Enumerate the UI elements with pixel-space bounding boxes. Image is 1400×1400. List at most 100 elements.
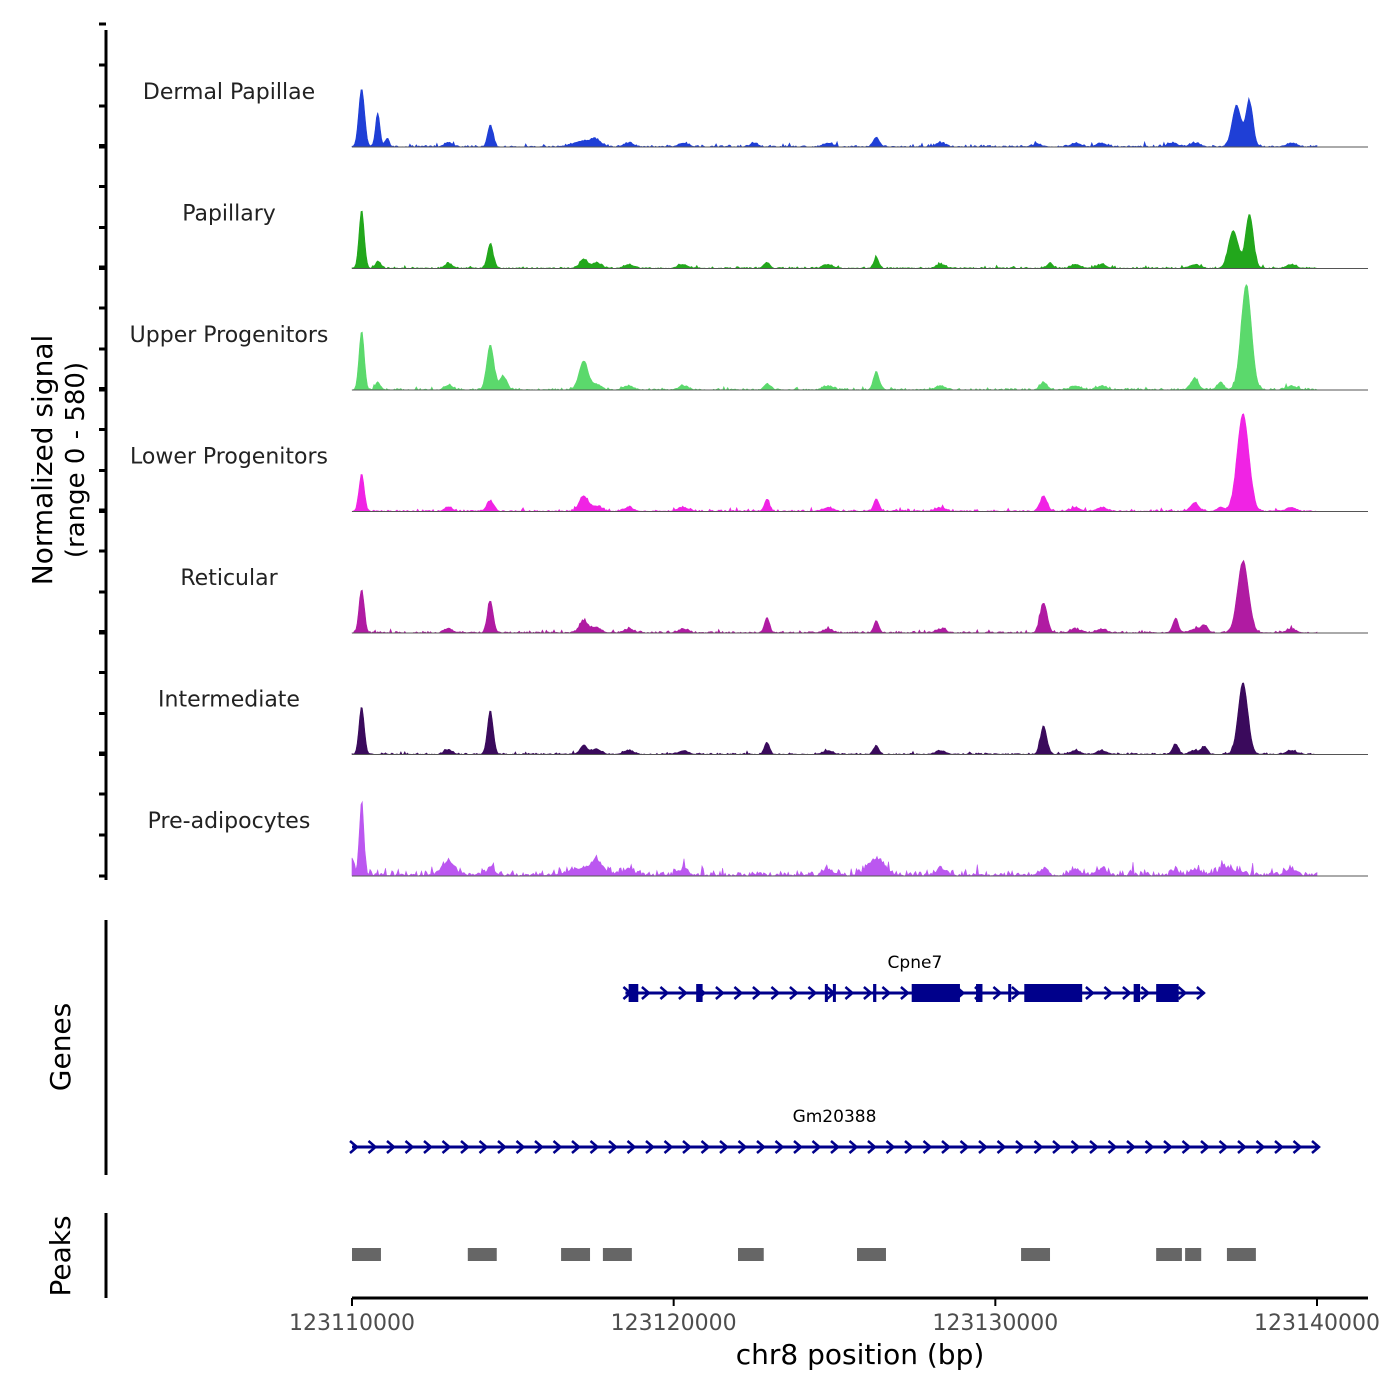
strand-chevron xyxy=(1292,1140,1303,1154)
strand-chevron xyxy=(678,986,688,1000)
strand-chevron xyxy=(941,1140,951,1154)
strand-chevron xyxy=(992,986,1003,1000)
strand-chevron xyxy=(1052,1140,1062,1154)
strand-chevron xyxy=(1070,1140,1081,1154)
track-label: Upper Progenitors xyxy=(130,323,329,348)
track-label: Dermal Papillae xyxy=(143,80,315,105)
coverage-y-ticks xyxy=(99,22,106,878)
x-tick-label: 123110000 xyxy=(289,1311,415,1336)
strand-chevron xyxy=(1107,1140,1118,1154)
track-label: Lower Progenitors xyxy=(130,445,328,470)
coverage-tracks: Dermal Papillae Papillary Upper Progenitor… xyxy=(130,80,1368,877)
coverage-area xyxy=(351,413,1318,512)
strand-chevron xyxy=(867,1140,877,1154)
strand-chevron xyxy=(404,1140,415,1154)
strand-chevron xyxy=(733,986,744,1000)
peak-region xyxy=(602,1248,632,1261)
strand-chevron xyxy=(848,1140,859,1154)
strand-chevron xyxy=(552,1140,563,1154)
strand-chevron xyxy=(1085,986,1095,1000)
strand-chevron xyxy=(922,1140,933,1154)
track-lower-progenitors: Lower Progenitors xyxy=(130,413,1368,512)
track-upper-progenitors: Upper Progenitors xyxy=(130,283,1368,391)
strand-chevron xyxy=(1126,1140,1136,1154)
exon xyxy=(911,984,960,1002)
strand-chevron xyxy=(1200,1140,1210,1154)
strand-chevron xyxy=(1255,1140,1266,1154)
peak-regions xyxy=(352,1248,1256,1261)
strand-chevron xyxy=(1274,1140,1284,1154)
strand-chevron xyxy=(737,1140,748,1154)
track-dermal-papillae: Dermal Papillae xyxy=(143,80,1368,148)
peak-region xyxy=(352,1248,381,1261)
exon xyxy=(1156,984,1179,1002)
peak-region xyxy=(561,1248,591,1261)
x-axis-title: chr8 position (bp) xyxy=(736,1338,985,1371)
strand-chevron xyxy=(900,986,910,1000)
strand-chevron xyxy=(830,1140,840,1154)
track-label: Reticular xyxy=(180,566,278,591)
peaks-panel-label: Peaks xyxy=(44,1215,77,1296)
y-axis-range: (range 0 - 580) xyxy=(61,362,91,558)
strand-chevron xyxy=(1103,986,1114,1000)
peak-region xyxy=(1185,1248,1202,1261)
strand-chevron xyxy=(793,1140,803,1154)
strand-chevron xyxy=(608,1140,618,1154)
coverage-area xyxy=(351,800,1318,877)
gene-name: Gm20388 xyxy=(793,1107,877,1127)
strand-chevron xyxy=(1218,1140,1229,1154)
strand-chevron xyxy=(1163,1140,1173,1154)
strand-chevron xyxy=(663,1140,674,1154)
gene-gm20388: Gm20388 xyxy=(349,1107,1321,1154)
strand-chevron xyxy=(885,1140,896,1154)
track-label: Intermediate xyxy=(158,688,300,713)
x-tick-label: 123120000 xyxy=(611,1311,737,1336)
peak-region xyxy=(467,1248,497,1261)
strand-chevron xyxy=(844,986,855,1000)
strand-chevron xyxy=(807,986,818,1000)
strand-chevron xyxy=(589,1140,600,1154)
exon xyxy=(832,984,836,1002)
strand-chevron xyxy=(659,986,670,1000)
coverage-area xyxy=(351,89,1318,148)
strand-chevron xyxy=(641,986,651,1000)
strand-chevron xyxy=(752,986,762,1000)
strand-chevron xyxy=(534,1140,544,1154)
track-intermediate: Intermediate xyxy=(158,682,1368,755)
strand-chevron xyxy=(978,1140,988,1154)
strand-chevron xyxy=(811,1140,822,1154)
strand-chevron xyxy=(959,1140,970,1154)
strand-chevron xyxy=(1089,1140,1099,1154)
genes-panel-label: Genes xyxy=(44,1003,77,1091)
exon xyxy=(628,984,639,1002)
strand-chevron xyxy=(1311,1140,1321,1154)
strand-chevron xyxy=(460,1140,470,1154)
strand-chevron xyxy=(770,986,781,1000)
strand-chevron xyxy=(1237,1140,1247,1154)
strand-chevron xyxy=(1015,1140,1025,1154)
strand-chevron xyxy=(626,1140,637,1154)
peak-region xyxy=(738,1248,764,1261)
track-reticular: Reticular xyxy=(180,559,1368,634)
strand-chevron xyxy=(645,1140,655,1154)
peak-region xyxy=(857,1248,886,1261)
coverage-area xyxy=(351,682,1318,755)
strand-chevron xyxy=(1144,1140,1155,1154)
strand-chevron xyxy=(715,986,725,1000)
strand-chevron xyxy=(904,1140,914,1154)
strand-chevron xyxy=(682,1140,692,1154)
strand-chevron xyxy=(700,1140,711,1154)
strand-chevron xyxy=(423,1140,433,1154)
exon xyxy=(1008,984,1012,1002)
peak-region xyxy=(1021,1248,1051,1261)
coverage-area xyxy=(351,559,1318,634)
strand-chevron xyxy=(349,1140,359,1154)
exon xyxy=(873,984,877,1002)
strand-chevron xyxy=(571,1140,581,1154)
strand-chevron xyxy=(756,1140,766,1154)
exon xyxy=(1133,984,1141,1002)
strand-chevron xyxy=(863,986,873,1000)
strand-chevron xyxy=(441,1140,452,1154)
x-axis-ticks: 123110000 123120000 123130000 123140000 xyxy=(289,1298,1380,1336)
